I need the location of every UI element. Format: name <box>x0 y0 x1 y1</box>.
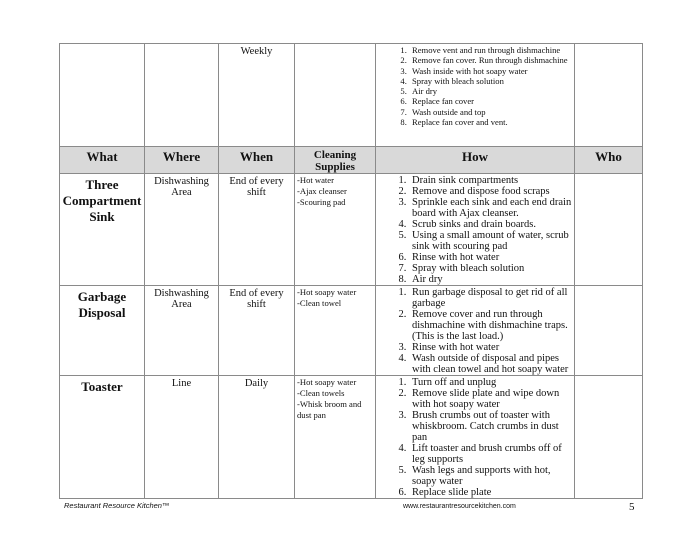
supplies-cell: -Hot water -Ajax cleanser -Scouring pad <box>294 173 376 286</box>
footer-brand: Restaurant Resource Kitchen™ <box>64 501 170 510</box>
header-what: What <box>59 146 145 174</box>
how-step: Air dry <box>409 86 574 96</box>
how-step: Wash outside and top <box>409 107 574 117</box>
header-row: What Where When Cleaning Supplies How Wh… <box>59 146 643 174</box>
supply-item: -Hot soapy water <box>297 377 357 387</box>
what-cell: Toaster <box>59 375 145 499</box>
how-step: Turn off and unplug <box>409 377 574 388</box>
how-step: Using a small amount of water, scrub sin… <box>409 230 574 252</box>
how-step: Wash outside of disposal and pipes with … <box>409 353 574 375</box>
how-step: Wash legs and supports with hot, soapy w… <box>409 465 574 487</box>
cleaning-schedule-table: Weekly Remove vent and run through dishm… <box>59 43 643 499</box>
how-list: Run garbage disposal to get rid of all g… <box>376 287 574 375</box>
how-step: Run garbage disposal to get rid of all g… <box>409 287 574 309</box>
supply-item: -Ajax cleanser <box>297 186 347 196</box>
how-list: Drain sink compartmentsRemove and dispos… <box>376 175 574 285</box>
how-step: Rinse with hot water <box>409 252 574 263</box>
how-list: Turn off and unplugRemove slide plate an… <box>376 377 574 498</box>
supply-item: -Scouring pad <box>297 197 346 207</box>
when-cell: End of every shift <box>218 285 295 376</box>
footer-url: www.restaurantresourcekitchen.com <box>403 503 516 510</box>
how-step: Brush crumbs out of toaster with whiskbr… <box>409 410 574 443</box>
where-cell <box>144 43 219 147</box>
who-cell <box>574 173 643 286</box>
supplies-cell: -Hot soapy water -Clean towel <box>294 285 376 376</box>
how-list: Remove vent and run through dishmachineR… <box>376 45 574 127</box>
how-step: Remove vent and run through dishmachine <box>409 45 574 55</box>
supply-item: -Whisk broom and dust pan <box>297 399 362 420</box>
who-cell <box>574 285 643 376</box>
how-step: Replace slide plate <box>409 487 574 498</box>
who-cell <box>574 43 643 147</box>
page-number: 5 <box>629 501 635 513</box>
how-step: Remove and dispose food scraps <box>409 186 574 197</box>
how-step: Replace fan cover <box>409 96 574 106</box>
how-step: Replace fan cover and vent. <box>409 117 574 127</box>
supply-item: -Clean towel <box>297 298 342 308</box>
header-when: When <box>218 146 295 174</box>
table-row: Three Compartment Sink Dishwashing Area … <box>59 173 643 286</box>
how-step: Spray with bleach solution <box>409 263 574 274</box>
when-cell: Daily <box>218 375 295 499</box>
when-cell: Weekly <box>218 43 295 147</box>
how-step: Remove cover and run through dishmachine… <box>409 309 574 342</box>
supplies-cell: -Hot soapy water -Clean towels -Whisk broo… <box>294 375 376 499</box>
how-step: Remove fan cover. Run through dishmachin… <box>409 55 574 65</box>
what-cell <box>59 43 145 147</box>
how-cell: Drain sink compartmentsRemove and dispos… <box>375 173 575 286</box>
what-cell: Garbage Disposal <box>59 285 145 376</box>
who-cell <box>574 375 643 499</box>
what-cell: Three Compartment Sink <box>59 173 145 286</box>
supply-item: -Clean towels <box>297 388 345 398</box>
header-how: How <box>375 146 575 174</box>
how-step: Wash inside with hot soapy water <box>409 66 574 76</box>
how-step: Scrub sinks and drain boards. <box>409 219 574 230</box>
how-step: Air dry <box>409 274 574 285</box>
header-who: Who <box>574 146 643 174</box>
where-cell: Line <box>144 375 219 499</box>
how-step: Rinse with hot water <box>409 342 574 353</box>
how-step: Lift toaster and brush crumbs off of leg… <box>409 443 574 465</box>
how-step: Drain sink compartments <box>409 175 574 186</box>
where-cell: Dishwashing Area <box>144 285 219 376</box>
supplies-cell <box>294 43 376 147</box>
table-row: Toaster Line Daily -Hot soapy water -Clea… <box>59 375 643 499</box>
how-cell: Turn off and unplugRemove slide plate an… <box>375 375 575 499</box>
when-cell: End of every shift <box>218 173 295 286</box>
how-step: Spray with bleach solution <box>409 76 574 86</box>
how-cell: Run garbage disposal to get rid of all g… <box>375 285 575 376</box>
table-row: Garbage Disposal Dishwashing Area End of… <box>59 285 643 376</box>
supply-item: -Hot water <box>297 175 334 185</box>
how-step: Remove slide plate and wipe down with ho… <box>409 388 574 410</box>
how-cell: Remove vent and run through dishmachineR… <box>375 43 575 147</box>
header-where: Where <box>144 146 219 174</box>
where-cell: Dishwashing Area <box>144 173 219 286</box>
header-supplies: Cleaning Supplies <box>294 146 376 174</box>
supply-item: -Hot soapy water <box>297 287 357 297</box>
table-row: Weekly Remove vent and run through dishm… <box>59 43 643 147</box>
how-step: Sprinkle each sink and each end drain bo… <box>409 197 574 219</box>
